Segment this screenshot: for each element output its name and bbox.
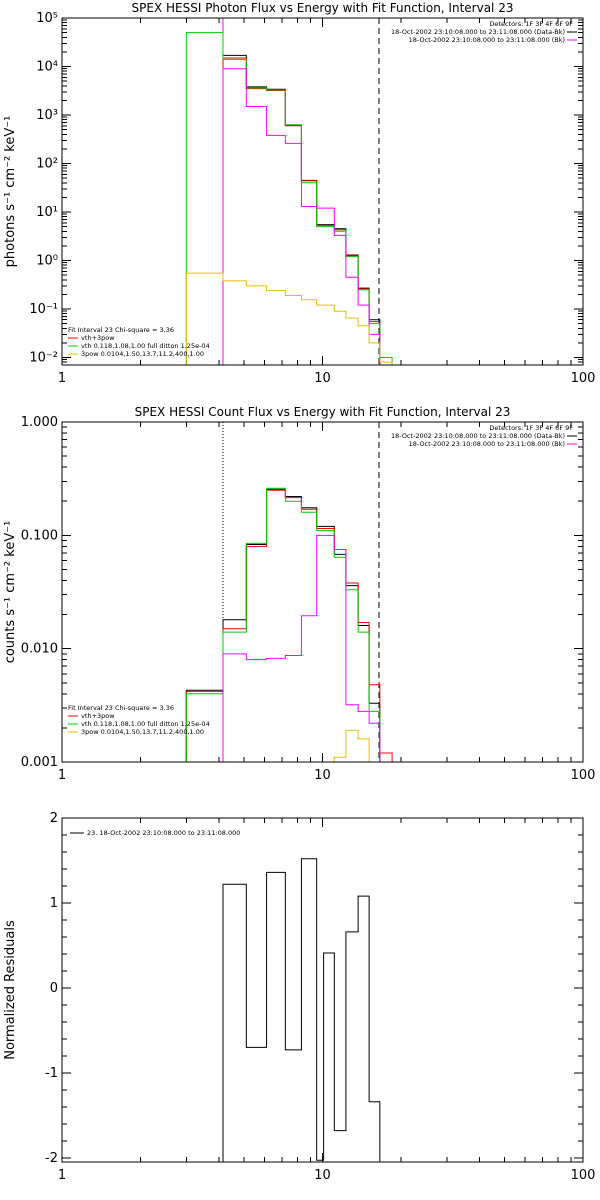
y-tick-label: 10⁻² [29, 350, 58, 365]
fit-legend-entry: 3pow 0.0104,1.50,13.7,11.2,400,1.00 [81, 728, 204, 736]
plot-frame [61, 17, 584, 366]
y-tick-label: 0 [50, 981, 58, 996]
chart-panel-3: Normalized Residuals 1 10 100 -2 -1 0 1 2 23. 18-… [3, 811, 595, 1183]
step-series-yellow [185, 272, 393, 365]
chart-title: SPEX HESSI Count Flux vs Energy with Fit… [135, 405, 511, 419]
x-tick-label: 1 [58, 1168, 66, 1183]
y-tick-label: 2 [50, 811, 58, 826]
series-group [185, 32, 393, 365]
legend-entry: 18-Oct-2002 23:10:08.000 to 23:11:08.000… [409, 36, 565, 44]
series-group [185, 487, 393, 762]
x-tick-label: 100 [571, 1168, 596, 1183]
y-tick-label: 10⁵ [36, 11, 58, 26]
y-tick-label: 10³ [36, 108, 58, 123]
step-series-green [185, 32, 393, 365]
y-axis-label: Normalized Residuals [3, 920, 18, 1060]
y-tick-label: 10² [36, 156, 58, 171]
chart-title: SPEX HESSI Photon Flux vs Energy with Fi… [132, 1, 514, 15]
y-tick-label: 10⁴ [36, 59, 58, 74]
x-tick-label: 10 [314, 371, 331, 386]
y-tick-label: 0.010 [21, 642, 58, 657]
y-tick-label: 10⁰ [36, 253, 58, 268]
series-group [222, 858, 381, 1162]
chart-panel-2: SPEX HESSI Count Flux vs Energy with Fit… [3, 405, 595, 783]
fit-legend-entry: vth+3pow [81, 334, 115, 342]
y-tick-label: 0.100 [21, 528, 58, 543]
legend-entry: 18-Oct-2002 23:10:08.000 to 23:11:08.000… [409, 440, 565, 448]
fit-title: Fit Interval 23 Chi-square = 3.36 [68, 704, 174, 712]
y-tick-label: 1.000 [21, 415, 58, 430]
x-tick-label: 10 [314, 768, 331, 783]
x-tick-label: 100 [571, 371, 596, 386]
y-axis-label: counts s⁻¹ cm⁻² keV⁻¹ [3, 521, 18, 664]
plot-frame [61, 817, 584, 1163]
detectors-label: Detectors: 1F 3F 4F 6F 9F [489, 424, 573, 432]
x-tick-label: 1 [58, 768, 66, 783]
y-tick-label: -2 [45, 1151, 58, 1166]
y-axis-label: photons s⁻¹ cm⁻² keV⁻¹ [3, 116, 18, 268]
step-series-magenta [222, 68, 381, 365]
legend-entry: 18-Oct-2002 23:10:08.000 to 23:11:08.000… [391, 28, 565, 36]
legend-entry: 18-Oct-2002 23:10:08.000 to 23:11:08.000… [391, 432, 565, 440]
y-tick-label: 10⁻¹ [29, 302, 58, 317]
x-tick-label: 1 [58, 371, 66, 386]
fit-legend-entry: 3pow 0.0104,1.50,13.7,11.2,400,1.00 [81, 350, 204, 358]
step-series-yellow [333, 729, 370, 762]
fit-legend-entry: vth 0.118,1.08,1.00 full ditton 1.25e-04 [81, 342, 210, 350]
plot-frame [61, 421, 584, 763]
fit-legend-entry: vth+3pow [81, 712, 115, 720]
detectors-label: Detectors: 1F 3F 4F 6F 9F [489, 20, 573, 28]
step-series-green [185, 487, 381, 762]
step-series-magenta [222, 534, 381, 762]
y-tick-label: 1 [50, 896, 58, 911]
fit-title: Fit Interval 23 Chi-square = 3.36 [68, 326, 174, 334]
legend-entry: 23. 18-Oct-2002 23:10:08.000 to 23:11:08… [87, 829, 240, 837]
y-tick-label: -1 [45, 1066, 58, 1081]
x-tick-label: 100 [571, 768, 596, 783]
fit-legend-entry: vth 0.118,1.08,1.00 full ditton 1.25e-04 [81, 720, 210, 728]
x-tick-label: 10 [314, 1168, 331, 1183]
y-tick-label: 10¹ [36, 205, 58, 220]
y-tick-label: 0.001 [21, 755, 58, 770]
step-series-black [222, 858, 381, 1162]
chart-panel-1: SPEX HESSI Photon Flux vs Energy with Fi… [3, 1, 595, 386]
step-series-black [185, 488, 381, 762]
step-series-red [185, 489, 393, 762]
